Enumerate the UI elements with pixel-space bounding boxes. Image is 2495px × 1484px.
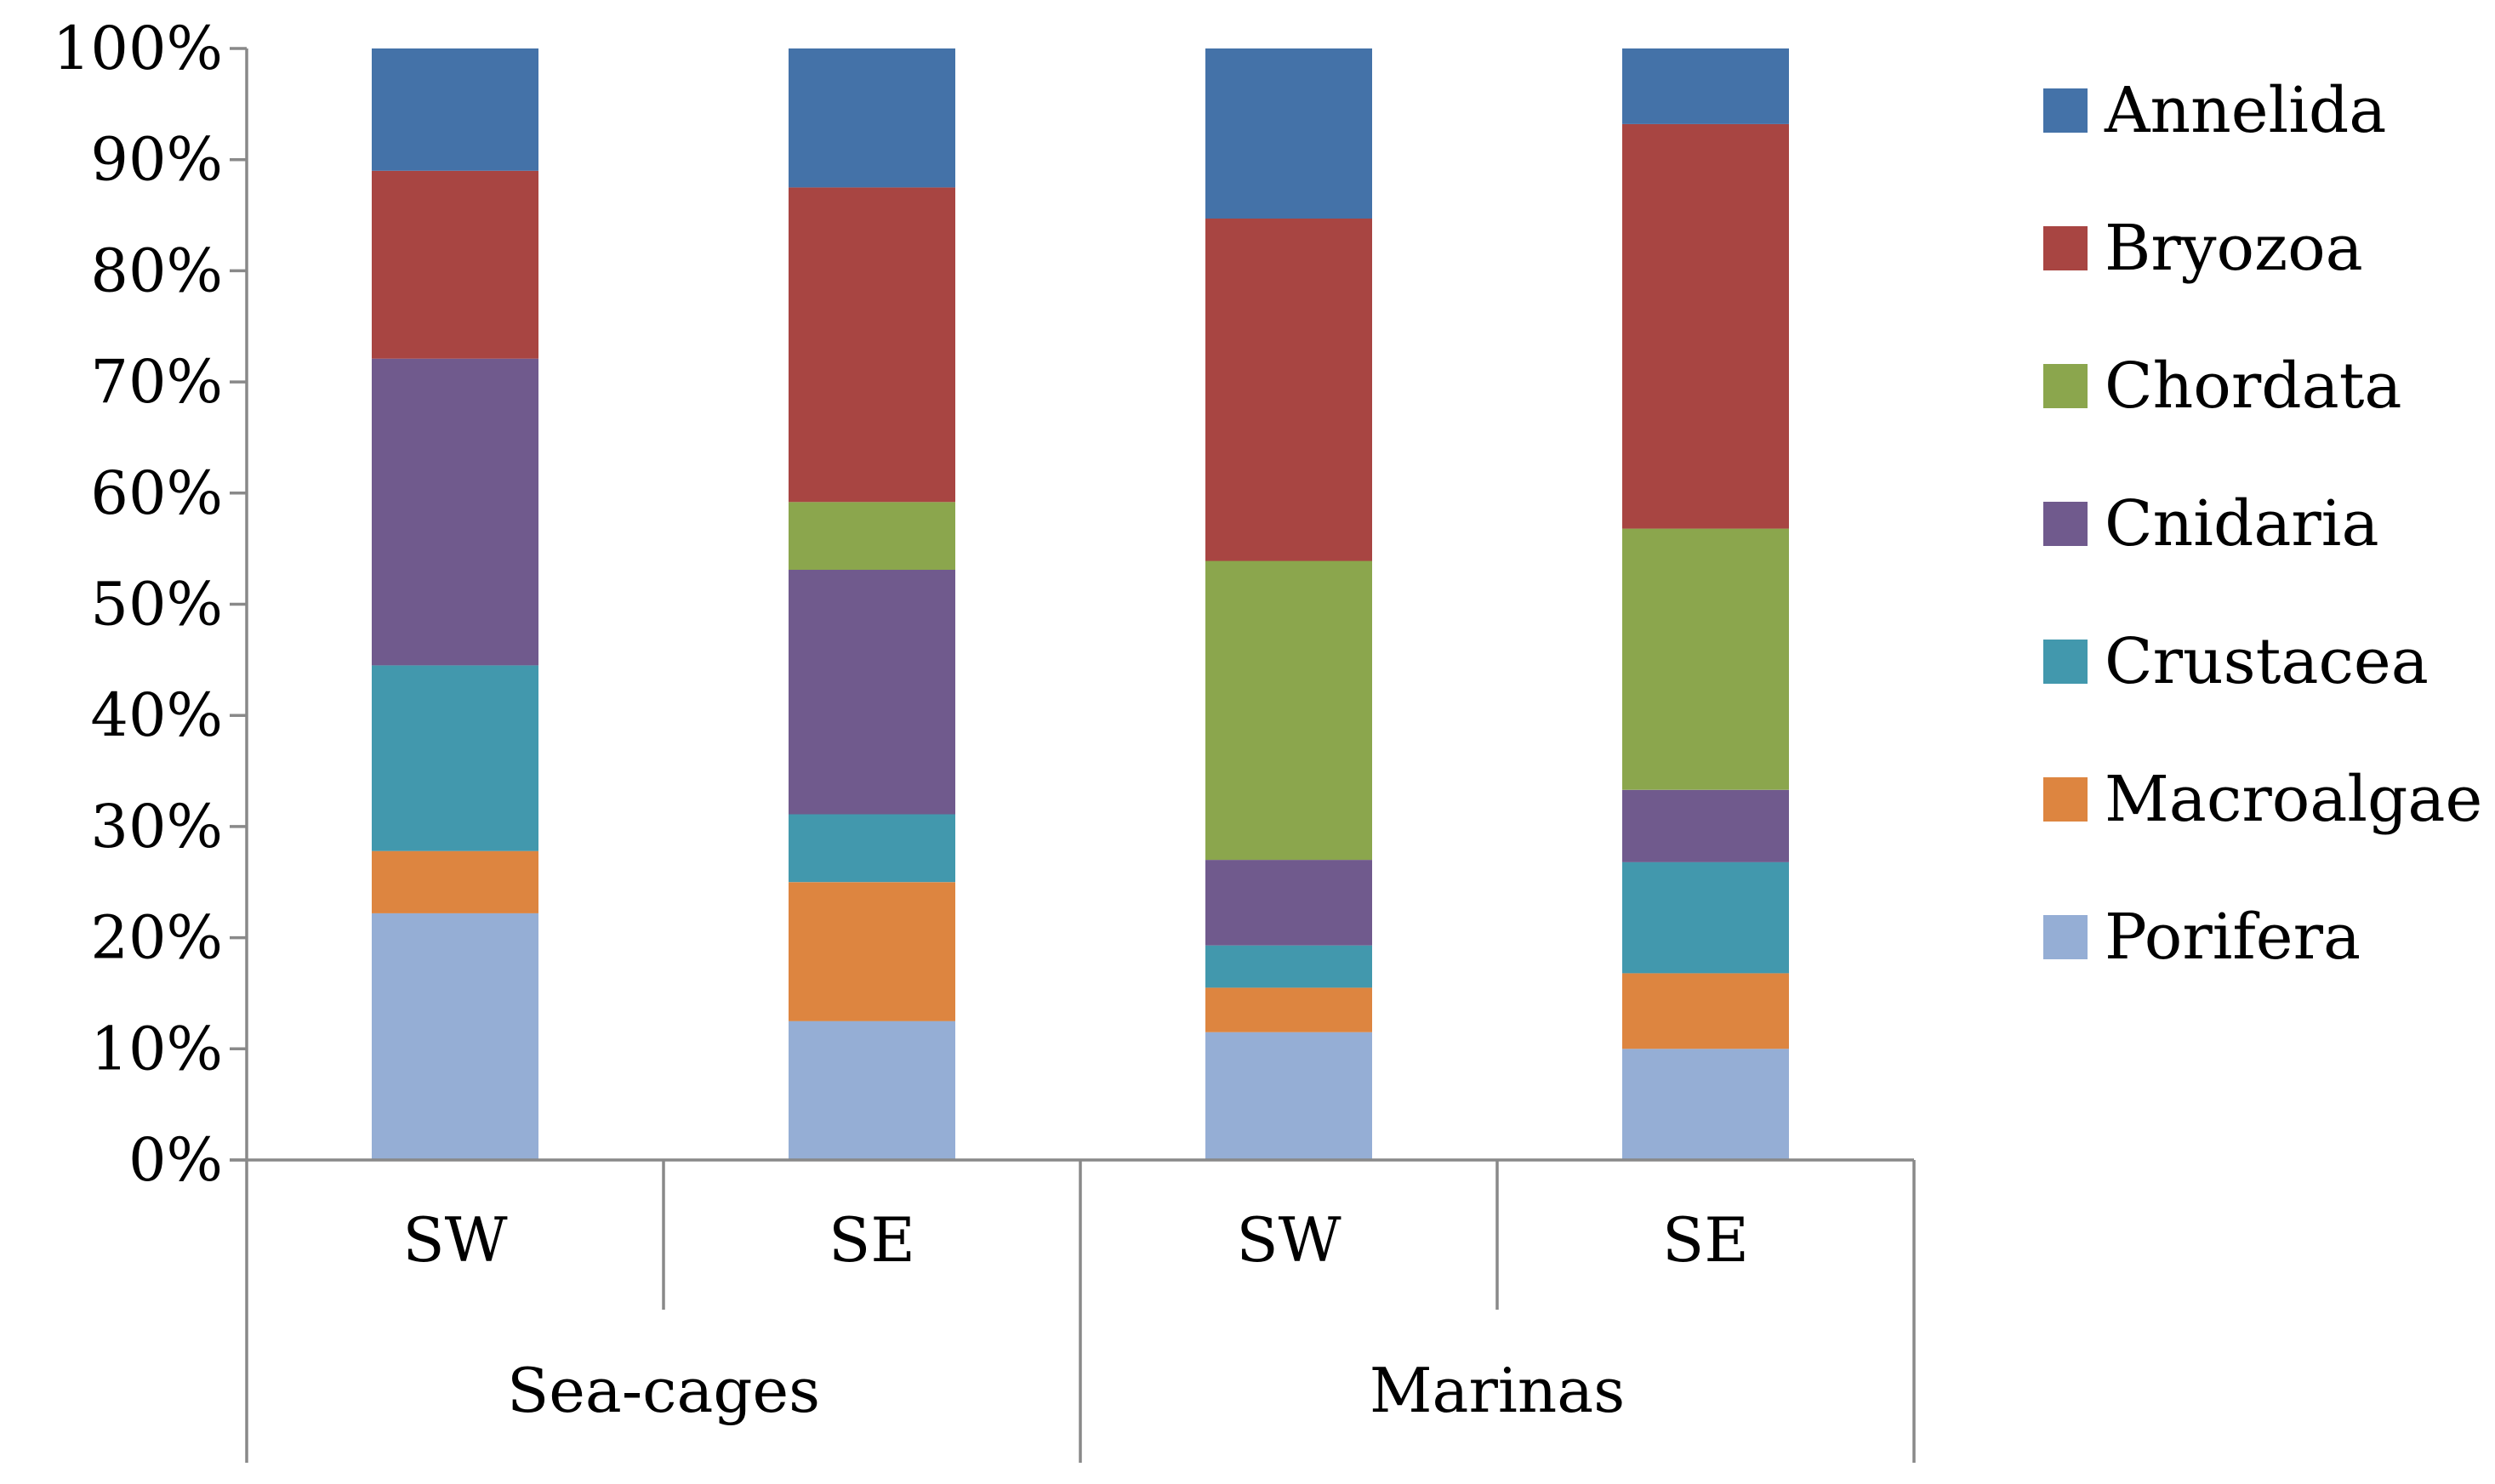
x-category-label: SW — [1236, 1204, 1341, 1276]
legend-swatch-annelida — [2043, 88, 2088, 133]
legend-swatch-porifera — [2043, 915, 2088, 959]
legend-swatch-chordata — [2043, 364, 2088, 408]
axes-layer: 0% 10% 20% 30% 40% 50% 60% 70% 80% 90% 100% SW SE SW S… — [53, 14, 1916, 1463]
bar-segment-chordata-2 — [789, 502, 955, 570]
y-tick-label: 70% — [90, 347, 223, 417]
bar-segment-macroalgae-4 — [1622, 973, 1789, 1049]
x-category-label: SE — [1662, 1204, 1749, 1276]
bar-segment-crustacea-1 — [372, 665, 538, 851]
y-tick-label: 90% — [90, 125, 223, 195]
x-group-label: Marinas — [1370, 1355, 1625, 1426]
legend-label-chordata: Chordata — [2105, 350, 2402, 423]
bar-segment-crustacea-4 — [1622, 861, 1789, 974]
y-tick-label: 40% — [90, 680, 223, 750]
bar-segment-cnidaria-3 — [1205, 860, 1372, 946]
legend-label-cnidaria: Cnidaria — [2105, 487, 2379, 560]
bar-segment-cnidaria-4 — [1622, 789, 1789, 862]
legend-label-bryozoa: Bryozoa — [2105, 212, 2363, 285]
y-tick-label: 0% — [128, 1125, 223, 1195]
bar-segment-chordata-4 — [1622, 528, 1789, 790]
bar-segment-crustacea-3 — [1205, 945, 1372, 988]
bar-segment-porifera-2 — [789, 1021, 955, 1160]
bar-segment-annelida-4 — [1622, 48, 1789, 124]
bar-segment-annelida-3 — [1205, 48, 1372, 219]
bar-segment-cnidaria-2 — [789, 570, 955, 815]
legend-label-annelida: Annelida — [2104, 74, 2386, 147]
bar-segment-porifera-4 — [1622, 1049, 1789, 1160]
x-category-label: SE — [829, 1204, 915, 1276]
y-tick-label: 60% — [90, 458, 223, 528]
bar-segment-porifera-3 — [1205, 1032, 1372, 1160]
y-tick-label: 50% — [90, 570, 223, 640]
legend: Annelida Bryozoa Chordata Cnidaria Crustacea… — [2043, 74, 2482, 974]
legend-swatch-bryozoa — [2043, 226, 2088, 270]
bar-segment-bryozoa-4 — [1622, 123, 1789, 529]
legend-label-macroalgae: Macroalgae — [2105, 763, 2482, 836]
y-tick-label: 10% — [90, 1014, 223, 1083]
legend-swatch-macroalgae — [2043, 777, 2088, 822]
y-tick-label: 80% — [90, 236, 223, 305]
bar-segment-bryozoa-1 — [372, 170, 538, 359]
y-tick-label: 20% — [90, 903, 223, 973]
bars-layer — [372, 48, 1789, 1160]
bar-segment-chordata-3 — [1205, 560, 1372, 861]
x-group-label: Sea-cages — [507, 1355, 820, 1426]
bar-segment-bryozoa-3 — [1205, 219, 1372, 561]
bar-segment-macroalgae-2 — [789, 882, 955, 1021]
legend-swatch-cnidaria — [2043, 502, 2088, 546]
bar-segment-macroalgae-3 — [1205, 987, 1372, 1032]
bar-segment-annelida-2 — [789, 48, 955, 188]
bar-segment-porifera-1 — [372, 913, 538, 1160]
bar-segment-crustacea-2 — [789, 814, 955, 883]
bar-segment-bryozoa-2 — [789, 187, 955, 503]
bar-segment-macroalgae-1 — [372, 850, 538, 913]
legend-swatch-crustacea — [2043, 640, 2088, 684]
y-tick-label: 30% — [90, 792, 223, 861]
legend-label-porifera: Porifera — [2105, 901, 2361, 974]
legend-label-crustacea: Crustacea — [2105, 625, 2429, 698]
y-tick-label: 100% — [53, 14, 223, 83]
bar-segment-cnidaria-1 — [372, 358, 538, 666]
x-category-label: SW — [402, 1204, 507, 1276]
bar-segment-annelida-1 — [372, 48, 538, 171]
